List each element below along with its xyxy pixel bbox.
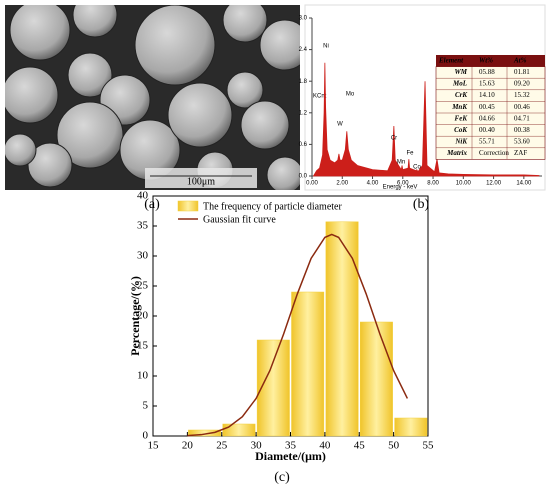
panel-label: (a): [144, 197, 160, 212]
y-tick-label: 40: [137, 190, 149, 202]
table-cell: 00.40: [479, 126, 495, 134]
x-tick-label: 20: [182, 440, 194, 452]
table-header-bg: [436, 55, 545, 67]
table-cell: FeK: [455, 114, 469, 122]
x-tick-label: 45: [354, 440, 366, 452]
x-tick-label: 0.00: [306, 181, 318, 187]
panel-label: (b): [413, 197, 430, 212]
bar: [222, 423, 256, 437]
x-tick-label: 8.00: [427, 181, 439, 187]
table-cell: 15.32: [514, 91, 530, 99]
bar: [394, 417, 428, 437]
y-tick-label: 0.0: [299, 174, 308, 180]
table-cell: 53.60: [514, 138, 530, 146]
table-cell: CoK: [454, 126, 468, 134]
table-cell: ZAF: [514, 149, 527, 157]
legend-label: The frequency of particle diameter: [203, 201, 342, 212]
y-tick-label: 20: [137, 310, 149, 322]
y-tick-label: 25: [137, 280, 149, 292]
table-cell: WM: [455, 68, 468, 76]
y-tick-label: 3.0: [299, 16, 308, 22]
x-tick-label: 10.00: [456, 181, 472, 187]
table-cell: MoL: [452, 80, 467, 88]
bar: [360, 321, 393, 437]
y-axis-label: KCnt: [313, 94, 327, 100]
x-tick-label: 30: [251, 440, 263, 452]
table-header: Wt%: [479, 56, 493, 64]
x-axis-label: Energy - keV: [383, 185, 418, 191]
table-cell: NiK: [454, 138, 468, 146]
peak-label: Co: [413, 165, 421, 171]
table-cell: 09.20: [514, 80, 530, 88]
table-cell: 00.46: [514, 103, 530, 111]
x-tick-label: 25: [216, 440, 228, 452]
x-axis-label: Diamete/(μm): [255, 449, 326, 463]
legend-swatch: [177, 200, 199, 212]
panel-label: (c): [274, 470, 290, 485]
table-cell: 15.63: [479, 80, 495, 88]
table-cell: 04.66: [479, 114, 495, 122]
table-cell: Matrix: [446, 149, 467, 157]
table-cell: 00.45: [479, 103, 495, 111]
table-cell: Correction: [479, 149, 509, 157]
table-cell: 14.10: [479, 91, 495, 99]
spectrum: [312, 62, 540, 177]
scale-bar-label: 100μm: [187, 176, 215, 187]
peak-label: Mo: [346, 92, 355, 98]
table-cell: 05.88: [479, 68, 495, 76]
bar: [325, 221, 359, 437]
bar: [188, 429, 221, 437]
peak-label: Cr: [391, 136, 397, 142]
bar: [291, 291, 325, 437]
y-tick-label: 0: [143, 430, 149, 442]
x-tick-label: 55: [423, 440, 435, 452]
y-tick-label: 5: [143, 400, 149, 412]
fit-curve: [187, 233, 409, 437]
y-tick-label: 15: [137, 340, 149, 352]
y-tick-label: 35: [137, 220, 149, 232]
x-tick-label: 14.00: [516, 181, 532, 187]
y-tick-label: 10: [137, 370, 149, 382]
table-cell: MnK: [451, 103, 468, 111]
x-tick-label: 15: [148, 440, 160, 452]
table-cell: 01.81: [514, 68, 530, 76]
peak-label: Fe: [406, 151, 414, 157]
x-tick-label: 6.00: [397, 181, 409, 187]
peak-label: Mn: [397, 160, 405, 166]
sem-image: 100μm: [5, 5, 300, 190]
peak-label: W: [337, 122, 343, 128]
peak-label: Ni: [323, 44, 329, 50]
table-header: Element: [438, 56, 464, 64]
x-tick-label: 4.00: [367, 181, 379, 187]
table-cell: CrK: [455, 91, 468, 99]
y-tick-label: 2.4: [299, 47, 308, 53]
bar: [256, 339, 290, 437]
x-tick-label: 12.00: [486, 181, 502, 187]
x-tick-label: 2.00: [336, 181, 348, 187]
table-header: At%: [513, 56, 527, 64]
y-tick-label: 1.8: [299, 79, 308, 85]
y-tick-label: 1.2: [299, 110, 308, 116]
y-tick-label: 0.6: [299, 142, 308, 148]
table-cell: 00.38: [514, 126, 530, 134]
x-tick-label: 40: [319, 440, 331, 452]
table-cell: 04.71: [514, 114, 530, 122]
y-axis-label: Percentage/(%): [128, 276, 142, 356]
x-tick-label: 35: [285, 440, 297, 452]
x-tick-label: 50: [388, 440, 400, 452]
y-tick-label: 30: [137, 250, 149, 262]
legend-label: Gaussian fit curve: [203, 214, 276, 225]
table-cell: 55.71: [479, 138, 495, 146]
